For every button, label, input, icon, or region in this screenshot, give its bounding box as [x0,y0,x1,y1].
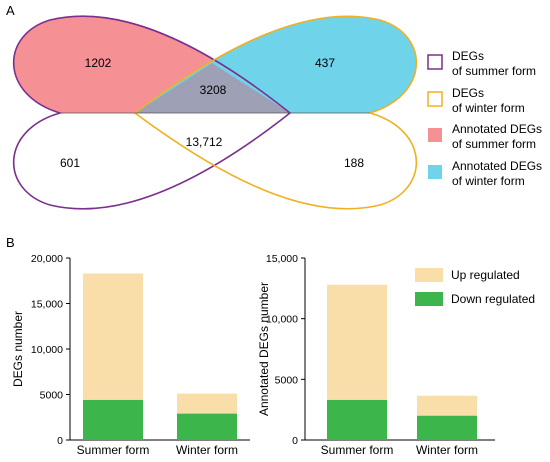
count-winter-annotated: 437 [315,56,335,70]
chart1-bar-up-winter [177,393,237,414]
chart2-bar-down-summer [327,399,387,440]
legend-winter-degs-line1: DEGs [452,86,484,100]
count-both-annotated: 3208 [200,83,227,97]
chart-annotated-degs-number: Annotated DEGs number Up regulated Down … [257,253,535,457]
chart2-ytick-label-5000: 5000 [275,374,299,386]
legend-winter-annotated-line2: of winter form [452,174,525,188]
chart2-ytick-label-0: 0 [292,435,298,447]
legend-summer-degs-line1: DEGs [452,49,484,63]
legend-summer-annotated-line2: of summer form [452,137,536,151]
chart2-xtick-label-summer: Summer form [321,443,394,457]
chart1-ytick-label-5000: 5000 [40,390,64,402]
legend-swatch-summer-degs [427,54,443,70]
chart1-ylabel: DEGs number [11,311,25,387]
legend-winter-annotated-line1: Annotated DEGs [452,159,542,173]
chart1-bar-down-winter [177,413,237,440]
chart1-ytick-label-20000: 20,000 [31,253,63,265]
count-both: 13,712 [186,135,223,149]
chart2-ylabel: Annotated DEGs number [257,282,271,416]
chart1-ytick-label-15000: 15,000 [31,299,63,311]
legend-up-regulated: Up regulated [451,268,520,282]
chart2-bar-down-winter [417,415,477,440]
count-winter-only: 188 [344,156,364,170]
chart2-legend: Up regulated Down regulated [415,268,535,306]
chart2-ytick-label-15000: 15,000 [266,253,298,265]
count-summer-annotated: 1202 [85,56,112,70]
chart2-bar-up-summer [327,284,387,400]
annotated-overlap [135,63,290,113]
legend-swatch-up-regulated [415,268,443,282]
legend-swatch-winter-annotated [428,165,442,179]
chart-degs-number: DEGs number 0 5000 10,000 15,000 20,000 Summe… [11,253,250,457]
chart1-xtick-label-winter: Winter form [176,443,238,457]
chart1-xtick-label-summer: Summer form [77,443,150,457]
legend-winter-degs-line2: of winter form [452,101,525,115]
chart2-ytick-label-10000: 10,000 [266,314,298,326]
venn-legend: DEGs of summer form DEGs of winter form … [427,49,542,188]
panel-a-label: A [6,3,15,18]
chart2-bar-up-winter [417,395,477,416]
legend-swatch-summer-annotated [428,128,442,142]
legend-down-regulated: Down regulated [451,292,535,306]
chart1-ytick-label-0: 0 [57,435,63,447]
legend-summer-degs-line2: of summer form [452,64,536,78]
panel-b-label: B [6,235,15,250]
legend-summer-annotated-line1: Annotated DEGs [452,122,542,136]
legend-swatch-winter-degs [427,91,443,107]
chart2-xtick-label-winter: Winter form [416,443,478,457]
chart1-bar-up-summer [83,273,143,400]
chart1-bar-down-summer [83,399,143,440]
chart1-ytick-label-10000: 10,000 [31,344,63,356]
count-summer-only: 601 [60,156,80,170]
legend-swatch-down-regulated [415,292,443,306]
